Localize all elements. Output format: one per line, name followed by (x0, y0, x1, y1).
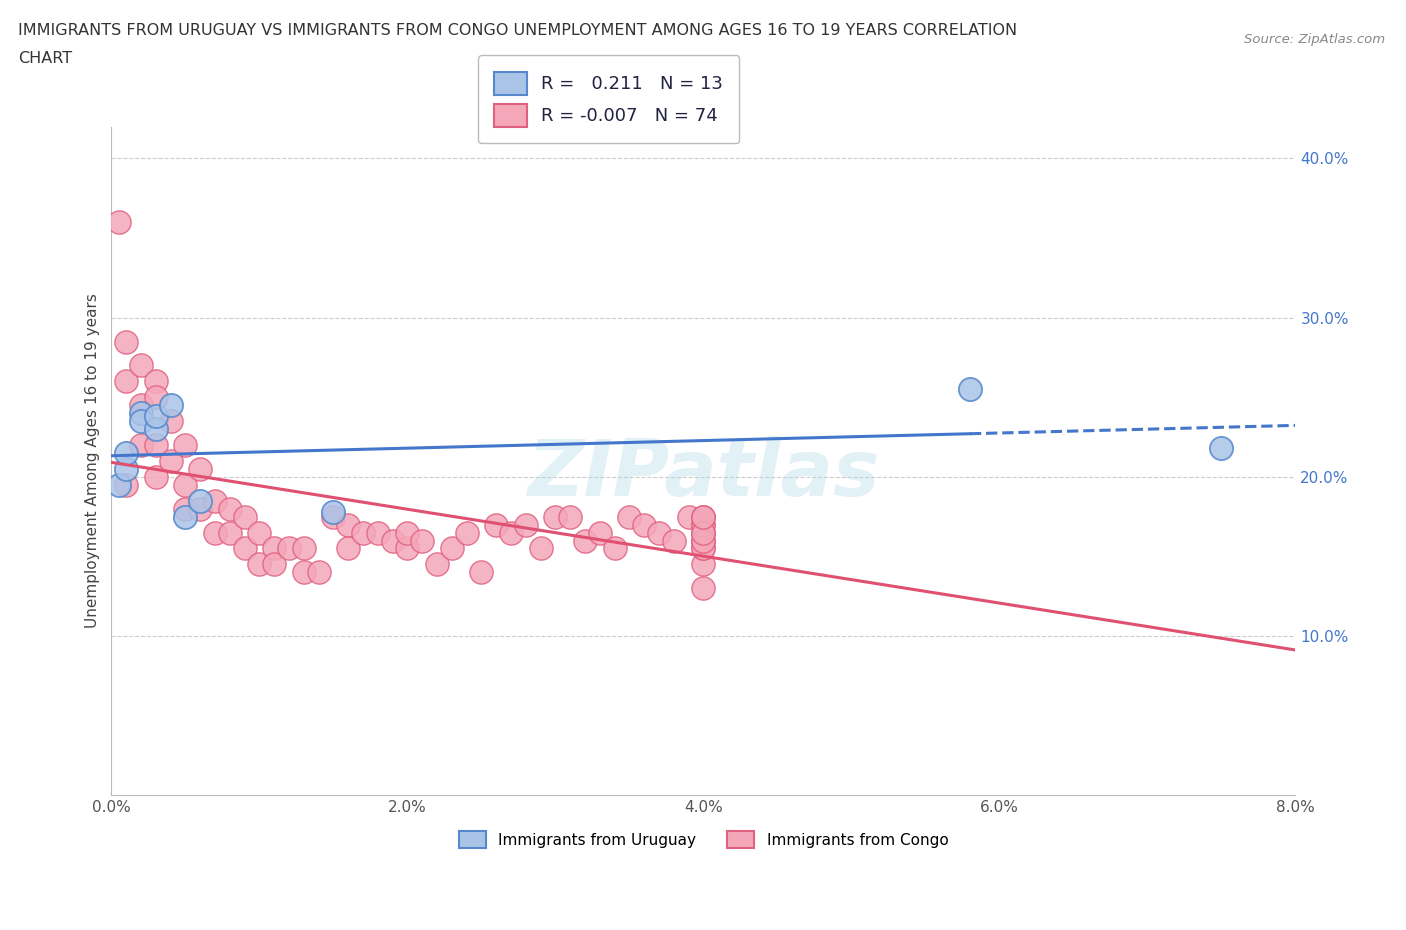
Point (174, 437, 197, 452)
Point (692, 510, 714, 525)
Text: CHART: CHART (18, 51, 72, 66)
Point (692, 510, 714, 525)
Point (129, 414, 152, 429)
Point (959, 382, 981, 397)
Point (692, 525, 714, 540)
Point (233, 541, 256, 556)
Point (145, 374, 167, 389)
Point (1211, 441, 1233, 456)
Point (159, 454, 181, 469)
Point (145, 437, 167, 452)
Text: ZIPatlas: ZIPatlas (527, 436, 880, 512)
Point (145, 409, 167, 424)
Point (692, 581, 714, 596)
Point (692, 517, 714, 532)
Point (396, 541, 419, 556)
Point (411, 533, 433, 548)
Point (218, 525, 240, 540)
Point (544, 510, 567, 525)
Point (337, 541, 360, 556)
Point (108, 477, 131, 492)
Point (115, 445, 138, 460)
Point (308, 565, 330, 579)
Point (204, 525, 226, 540)
Point (278, 541, 301, 556)
Y-axis label: Unemployment Among Ages 16 to 19 years: Unemployment Among Ages 16 to 19 years (86, 294, 100, 629)
Point (174, 477, 197, 492)
Point (218, 501, 240, 516)
Point (129, 437, 152, 452)
Point (603, 541, 626, 556)
Point (692, 541, 714, 556)
Point (108, 215, 131, 230)
Point (188, 493, 211, 508)
Point (574, 533, 596, 548)
Point (456, 525, 478, 540)
Point (337, 517, 360, 532)
Point (263, 541, 285, 556)
Point (530, 541, 553, 556)
Point (515, 517, 537, 532)
Point (249, 557, 271, 572)
Point (145, 470, 167, 485)
Point (115, 461, 138, 476)
Point (188, 501, 211, 516)
Point (692, 557, 714, 572)
Point (692, 517, 714, 532)
Point (678, 510, 700, 525)
Point (426, 557, 449, 572)
Point (499, 525, 522, 540)
Point (292, 541, 315, 556)
Point (233, 510, 256, 525)
Point (662, 533, 685, 548)
Point (188, 461, 211, 476)
Point (692, 510, 714, 525)
Point (204, 493, 226, 508)
Point (648, 525, 671, 540)
Point (145, 390, 167, 405)
Point (159, 398, 181, 413)
Point (692, 533, 714, 548)
Point (692, 525, 714, 540)
Point (367, 525, 389, 540)
Legend: Immigrants from Uruguay, Immigrants from Congo: Immigrants from Uruguay, Immigrants from… (453, 825, 955, 855)
Point (396, 525, 419, 540)
Point (470, 565, 492, 579)
Point (115, 374, 138, 389)
Point (174, 510, 197, 525)
Point (560, 510, 582, 525)
Text: IMMIGRANTS FROM URUGUAY VS IMMIGRANTS FROM CONGO UNEMPLOYMENT AMONG AGES 16 TO 1: IMMIGRANTS FROM URUGUAY VS IMMIGRANTS FR… (18, 23, 1018, 38)
Point (485, 517, 508, 532)
Point (352, 525, 374, 540)
Point (249, 525, 271, 540)
Point (633, 517, 655, 532)
Point (692, 533, 714, 548)
Point (292, 565, 315, 579)
Point (129, 405, 152, 420)
Point (619, 510, 641, 525)
Point (174, 501, 197, 516)
Point (159, 414, 181, 429)
Point (115, 477, 138, 492)
Point (440, 541, 463, 556)
Point (129, 358, 152, 373)
Text: Source: ZipAtlas.com: Source: ZipAtlas.com (1244, 33, 1385, 46)
Point (263, 557, 285, 572)
Point (381, 533, 404, 548)
Point (322, 510, 344, 525)
Point (129, 398, 152, 413)
Point (115, 334, 138, 349)
Point (589, 525, 612, 540)
Point (145, 421, 167, 436)
Point (692, 533, 714, 548)
Point (322, 504, 344, 519)
Point (692, 525, 714, 540)
Point (692, 541, 714, 556)
